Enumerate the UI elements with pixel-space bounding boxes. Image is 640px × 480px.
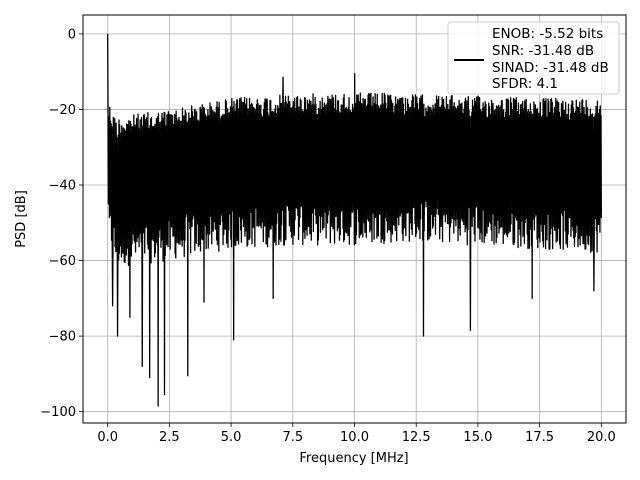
legend-sinad: SINAD: -31.48 dB [492,60,609,76]
x-tick-label: 2.5 [159,430,180,445]
x-tick-label: 15.0 [463,430,492,445]
x-tick-label: 17.5 [525,430,554,445]
y-tick-label: −20 [49,103,76,118]
y-tick-label: 0 [68,27,76,42]
y-tick-label: −40 [49,179,76,194]
y-tick-label: −60 [49,254,76,269]
y-tick-label: −80 [49,330,76,345]
psd-series [107,33,602,407]
legend: ENOB: -5.52 bits SNR: -31.48 dB SINAD: -… [447,21,620,95]
legend-snr: SNR: -31.48 dB [492,43,594,59]
legend-box [447,21,620,95]
x-tick-label: 7.5 [282,430,303,445]
x-tick-label: 10.0 [340,430,369,445]
x-axis-label: Frequency [MHz] [299,451,408,466]
x-tick-label: 12.5 [402,430,431,445]
x-tick-label: 0.0 [97,430,118,445]
legend-sfdr: SFDR: 4.1 [492,76,558,92]
x-axis-ticks: 0.0 2.5 5.0 7.5 10.0 12.5 15.0 17.5 20.0 [97,423,616,445]
x-tick-label: 5.0 [221,430,242,445]
psd-trace [107,33,602,407]
y-axis-label: PSD [dB] [14,190,29,248]
y-axis-ticks: 0 −20 −40 −60 −80 −100 [40,27,83,420]
y-tick-label: −100 [40,405,76,420]
x-tick-label: 20.0 [587,430,616,445]
legend-enob: ENOB: -5.52 bits [492,26,603,42]
